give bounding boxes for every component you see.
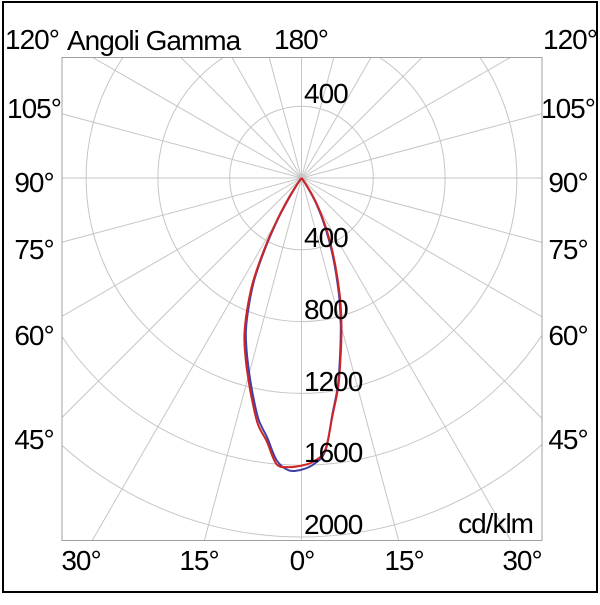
gamma-label-60-right: 60°: [548, 320, 587, 351]
chart-title: Angoli Gamma: [67, 25, 242, 56]
grid-circle: [62, 443, 542, 538]
radial-tick-400-top: 400: [304, 78, 348, 109]
radial-tick-2000: 2000: [304, 509, 363, 540]
gamma-label-30-bottom-left: 30°: [61, 545, 100, 576]
gamma-label-105-right: 105°: [541, 93, 595, 124]
gamma-label-180: 180°: [274, 24, 328, 55]
gamma-label-30-bottom-right: 30°: [502, 545, 541, 576]
gamma-label-60-left: 60°: [14, 320, 53, 351]
curves: [243, 177, 343, 473]
radial-tick-1600: 1600: [304, 437, 363, 468]
radial-tick-400: 400: [304, 222, 348, 253]
unit-label: cd/klm: [458, 508, 533, 539]
gamma-label-75-right: 75°: [548, 234, 587, 265]
gamma-label-15-bottom-left: 15°: [179, 545, 218, 576]
gamma-label-120-right: 120°: [543, 24, 597, 55]
plot-border: [61, 57, 543, 541]
gamma-label-45-left: 45°: [14, 424, 53, 455]
radial-tick-800: 800: [304, 294, 348, 325]
gamma-label-90-left: 90°: [14, 167, 53, 198]
grid-ray: [62, 57, 512, 317]
gamma-label-0-bottom: 0°: [290, 545, 315, 576]
grid-circle: [229, 105, 374, 251]
gamma-label-105-left: 105°: [7, 93, 61, 124]
image-frame: [2, 1, 598, 593]
gamma-label-15-bottom-right: 15°: [384, 545, 423, 576]
grid-circle: [85, 57, 518, 394]
radial-tick-1200: 1200: [304, 366, 363, 397]
gamma-label-90-right: 90°: [548, 167, 587, 198]
gamma-label-45-right: 45°: [548, 424, 587, 455]
grid-circle: [157, 57, 446, 323]
grid-ray: [91, 57, 542, 318]
red-curve: [243, 177, 343, 469]
gamma-label-120-left: 120°: [5, 24, 59, 55]
gamma-label-75-left: 75°: [14, 234, 53, 265]
